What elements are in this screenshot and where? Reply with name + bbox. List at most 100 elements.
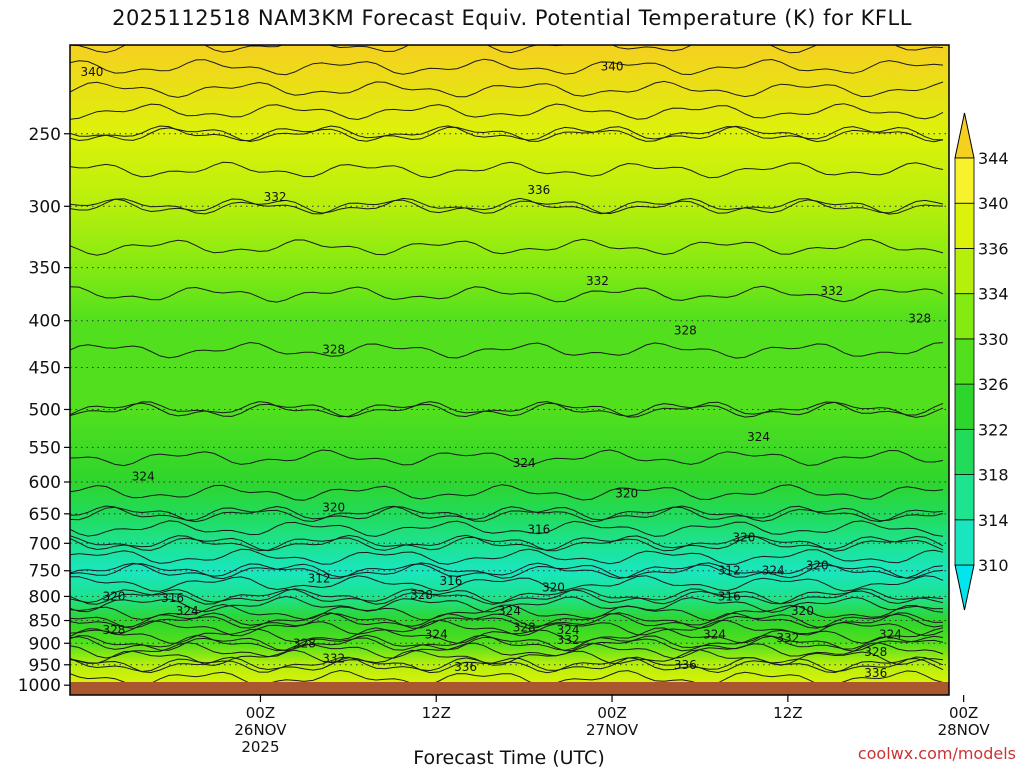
contour-label-9: 324 — [132, 470, 155, 484]
contour-line-316-3 — [70, 588, 944, 605]
contour-line-334-2 — [70, 656, 944, 674]
x-tick-label-2-1: 27NOV — [586, 721, 639, 739]
contour-line-322 — [70, 484, 944, 501]
contour-label-15: 320 — [732, 531, 755, 545]
y-tick-label-350: 350 — [29, 259, 61, 279]
contour-label-19: 324 — [762, 564, 785, 578]
colorbar-arrow-top — [954, 112, 975, 159]
contour-label-44: 336 — [454, 660, 477, 674]
contour-line-320 — [70, 505, 944, 523]
contour-line-320-1 — [70, 505, 944, 523]
contour-label-42: 328 — [864, 645, 887, 659]
contour-line-322-1 — [70, 612, 944, 629]
contour-line-334 — [70, 197, 944, 215]
contour-line-340 — [70, 103, 944, 121]
contour-line-336-1 — [70, 669, 944, 687]
contour-label-29: 324 — [176, 604, 199, 618]
contour-label-16: 320 — [806, 558, 829, 572]
contour-label-38: 324 — [703, 627, 726, 641]
contour-label-31: 320 — [791, 604, 814, 618]
contour-label-32: 328 — [102, 623, 125, 637]
contour-label-37: 328 — [293, 636, 316, 650]
contour-label-26: 316 — [718, 589, 741, 603]
x-tick-label-0-0: 00Z — [246, 704, 275, 722]
colorbar-swatch-334 — [954, 248, 975, 295]
contour-line-322-2 — [70, 612, 944, 630]
colorbar-label-322: 322 — [978, 420, 1009, 439]
y-tick-label-500: 500 — [29, 400, 61, 420]
contour-line-316-1 — [70, 534, 944, 552]
contour-label-12: 320 — [322, 501, 345, 515]
contour-label-27: 320 — [102, 589, 125, 603]
contour-label-5: 332 — [820, 284, 843, 298]
y-tick-label-850: 850 — [29, 612, 61, 632]
y-tick-label-300: 300 — [29, 197, 61, 217]
contour-label-46: 336 — [864, 666, 887, 680]
y-tick-label-900: 900 — [29, 634, 61, 654]
colorbar-swatch-326 — [954, 338, 975, 385]
contour-line-334-3 — [70, 656, 944, 674]
contour-line-328 — [70, 341, 944, 359]
y-tick-label-800: 800 — [29, 587, 61, 607]
y-tick-label-700: 700 — [29, 534, 61, 554]
y-tick-label-250: 250 — [29, 125, 61, 145]
y-tick-label-550: 550 — [29, 438, 61, 458]
plot-frame — [69, 44, 950, 696]
theta-e-field — [70, 45, 949, 695]
y-tick-label-400: 400 — [29, 312, 61, 332]
contour-line-318-1 — [70, 595, 944, 613]
colorbar-label-326: 326 — [978, 375, 1009, 394]
x-tick-label-3-0: 12Z — [773, 704, 802, 722]
contour-line-346 — [70, 45, 944, 54]
contour-line-326-1 — [70, 401, 944, 418]
contour-label-0: 340 — [81, 65, 104, 79]
colorbar-label-344: 344 — [978, 149, 1009, 168]
contour-line-316 — [70, 534, 944, 552]
colorbar-swatch-310 — [954, 519, 975, 566]
credit-link[interactable]: coolwx.com/models — [857, 744, 1016, 763]
colorbar-label-314: 314 — [978, 511, 1009, 530]
colorbar-label-330: 330 — [978, 330, 1009, 349]
contour-line-318 — [70, 520, 944, 537]
contour-label-4: 332 — [586, 274, 609, 288]
contour-line-338 — [70, 125, 944, 143]
y-tick-label-750: 750 — [29, 562, 61, 582]
contour-line-316-2 — [70, 588, 944, 605]
contour-label-43: 332 — [322, 651, 345, 665]
contour-label-39: 332 — [776, 631, 799, 645]
contour-label-36: 332 — [557, 633, 580, 647]
colorbar-swatch-318 — [954, 428, 975, 475]
y-tick-label-450: 450 — [29, 359, 61, 379]
colorbar-swatch-330 — [954, 293, 975, 340]
contour-line-332 — [70, 238, 944, 256]
contour-line-312 — [70, 562, 944, 580]
y-tick-label-600: 600 — [29, 473, 61, 493]
chart-title: 2025112518 NAM3KM Forecast Equiv. Potent… — [112, 6, 912, 30]
contour-line-320-2 — [70, 603, 944, 622]
y-axis: 250 300 350 400 450 500 550 600 650 700 750 800 8509… — [18, 125, 70, 696]
contour-line-324-1 — [70, 619, 944, 637]
contour-label-45: 336 — [674, 658, 697, 672]
contour-line-330 — [70, 285, 944, 303]
contour-label-3: 336 — [527, 183, 550, 197]
contour-label-7: 328 — [674, 324, 697, 338]
colorbar-label-334: 334 — [978, 285, 1009, 304]
contour-lines — [70, 45, 944, 695]
colorbar-label-310: 310 — [978, 556, 1009, 575]
y-tick-label-650: 650 — [29, 505, 61, 525]
x-tick-label-2-0: 00Z — [597, 704, 626, 722]
colorbar: 310 314 318 322 326 330 334 336 340 344 — [954, 112, 1009, 611]
contour-label-14: 316 — [527, 522, 550, 536]
contour-label-28: 316 — [161, 591, 184, 605]
contour-line-338-1 — [70, 125, 944, 143]
contour-label-41: 332 — [952, 629, 975, 643]
contour-line-326 — [70, 401, 944, 418]
contour-line-344 — [70, 58, 944, 76]
colorbar-arrow-bottom — [954, 564, 975, 611]
contour-line-314-1 — [70, 575, 944, 592]
contour-label-22: 312 — [718, 564, 741, 578]
x-tick-label-1-0: 12Z — [422, 704, 451, 722]
contour-line-328-2 — [70, 634, 944, 652]
